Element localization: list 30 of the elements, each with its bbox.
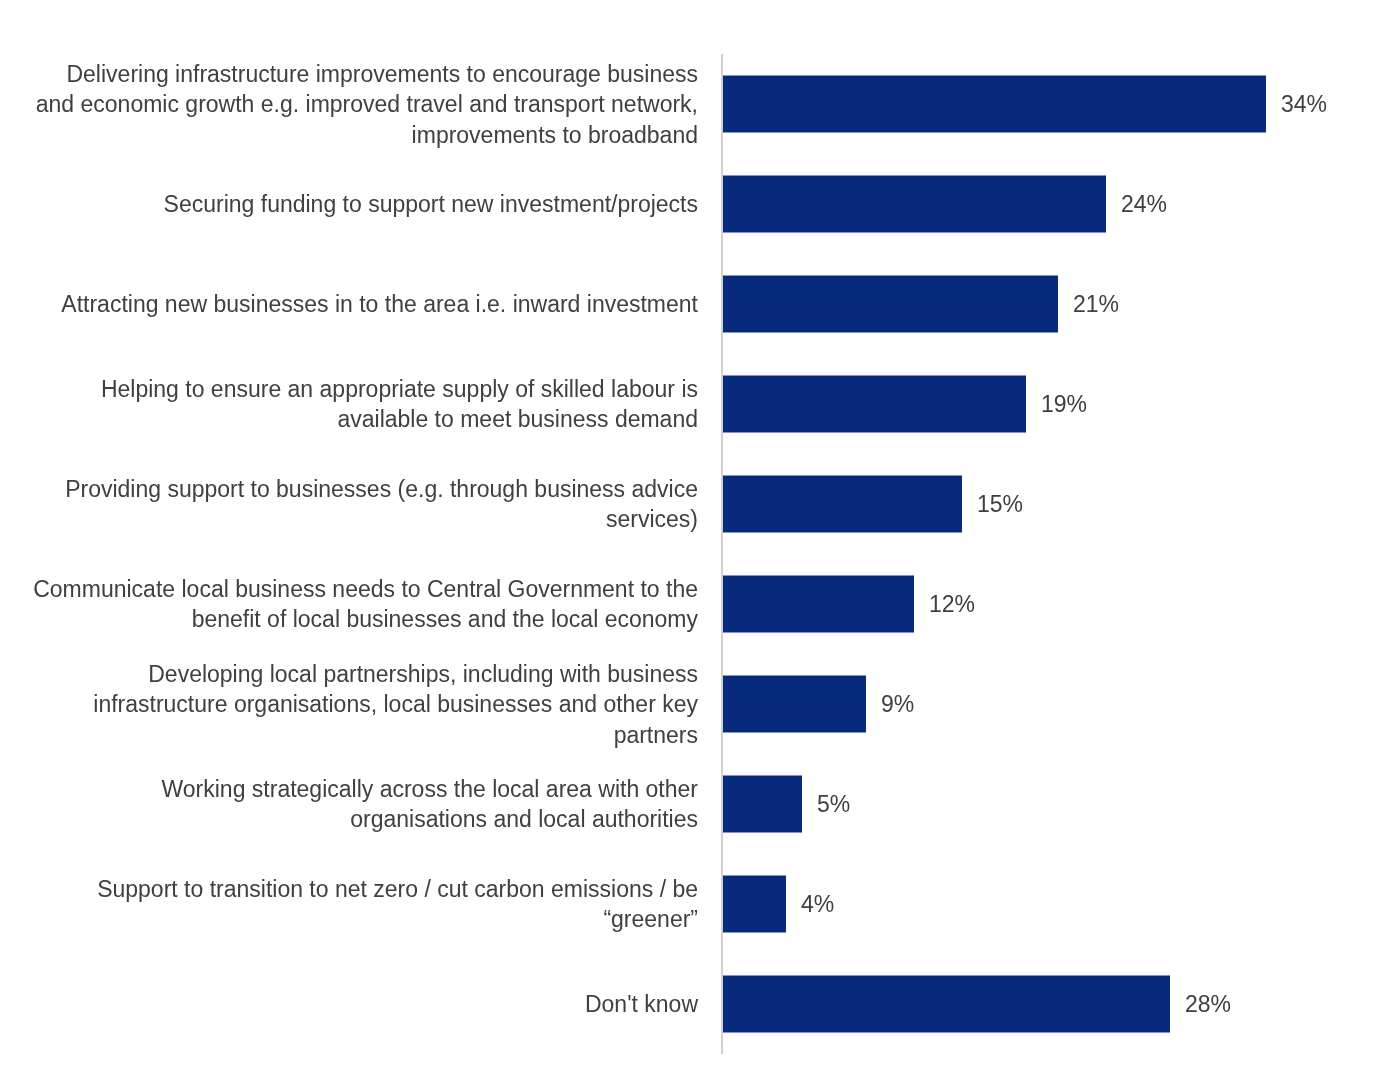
data-label: 9% <box>881 691 915 718</box>
y-tick-label: Support to transition to net zero / cut carbon emissions / be “greener” <box>97 875 698 933</box>
y-tick-label: Helping to ensure an appropriate supply of skilled labour is available to meet business demand <box>100 375 698 433</box>
data-label: 28% <box>1185 991 1232 1018</box>
bar <box>722 175 1106 233</box>
data-label: 12% <box>929 591 976 618</box>
y-tick-label: Securing funding to support new investment/projects <box>163 191 698 218</box>
y-tick-label: Developing local partnerships, including with business infrastructure organisations, local businesses and other key partners <box>93 660 699 748</box>
y-tick-label: Attracting new businesses in to the area i.e. inward investment <box>61 291 699 318</box>
data-label: 5% <box>817 791 851 818</box>
bar <box>722 475 962 533</box>
data-label: 24% <box>1121 191 1168 218</box>
bar <box>722 875 786 933</box>
data-label: 15% <box>977 491 1024 518</box>
bar <box>722 975 1170 1033</box>
y-tick-label: Delivering infrastructure improvements to encourage business and economic growth e.g. improved travel and transport network, improvements to broadband <box>35 60 698 148</box>
bar <box>722 375 1026 433</box>
bar <box>722 675 866 733</box>
data-label: 34% <box>1281 91 1328 118</box>
y-tick-label: Don't know <box>584 991 699 1018</box>
data-label: 19% <box>1041 391 1088 418</box>
y-tick-label: Communicate local business needs to Central Government to the benefit of local businesses and the local economy <box>33 575 699 633</box>
bar <box>722 75 1266 133</box>
bar <box>722 275 1058 333</box>
y-tick-label: Working strategically across the local area with other organisations and local authorities <box>161 775 699 833</box>
y-tick-label: Providing support to businesses (e.g. through business advice services) <box>65 475 698 533</box>
data-label: 4% <box>801 891 835 918</box>
data-label: 21% <box>1073 291 1120 318</box>
bar <box>722 775 802 833</box>
bar <box>722 575 914 633</box>
